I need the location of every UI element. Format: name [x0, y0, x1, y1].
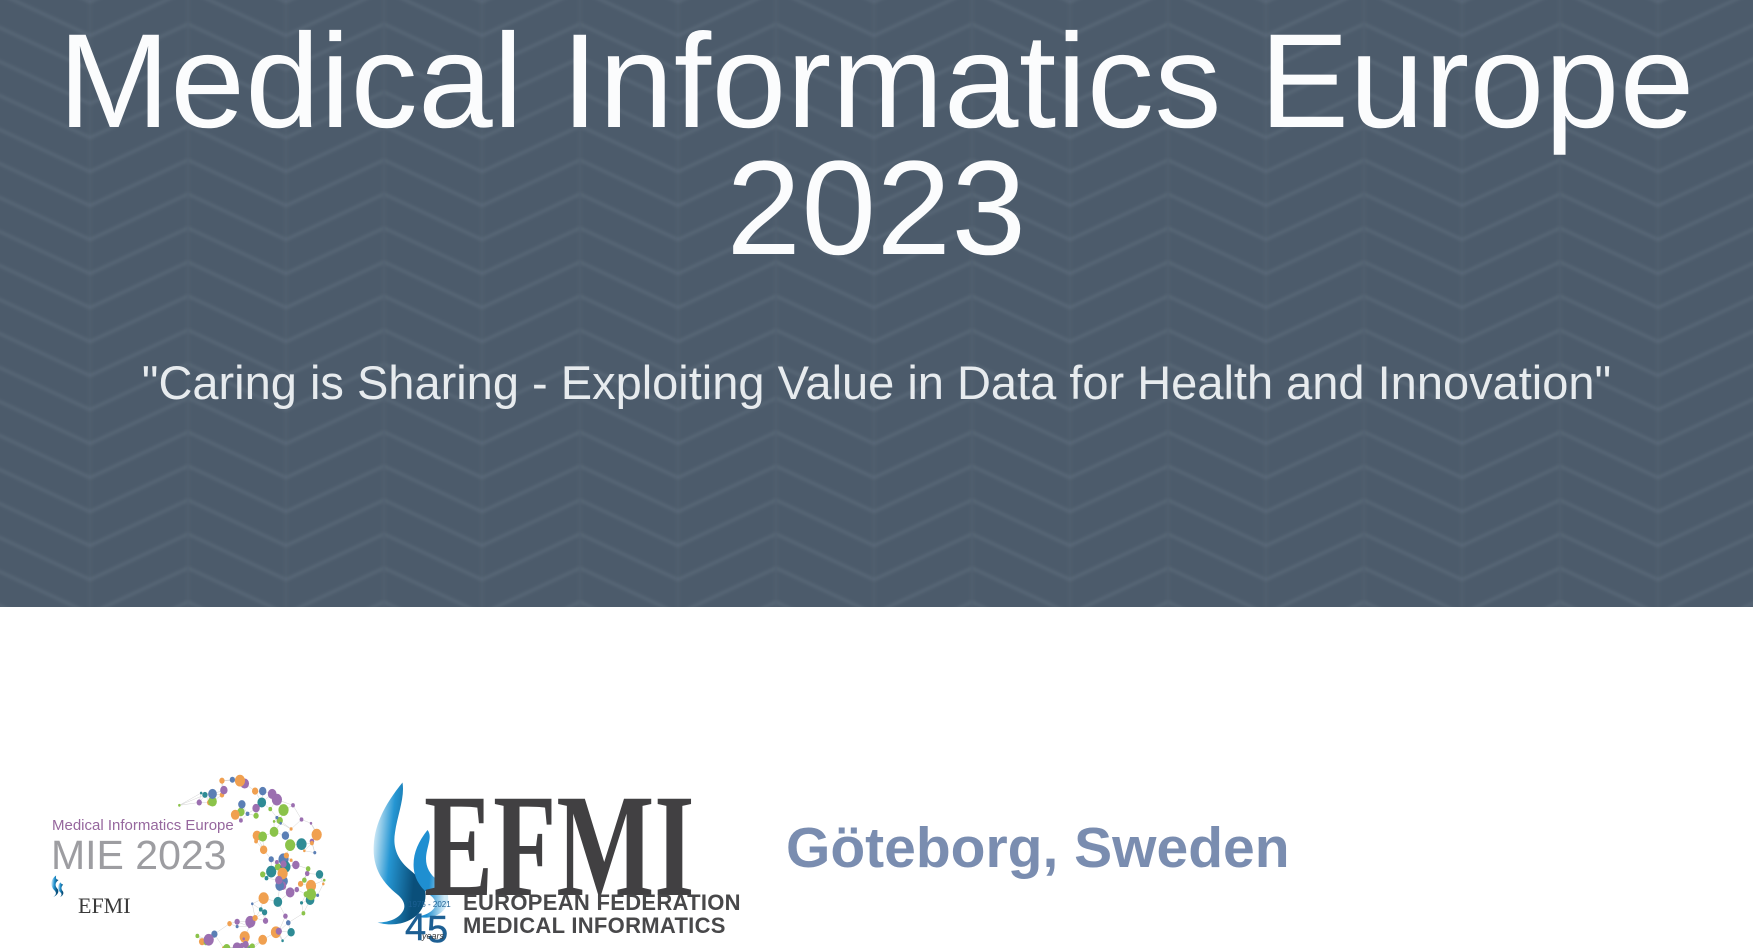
- svg-text:4: 4: [405, 907, 426, 948]
- svg-text:Göteborg, Sweden: Göteborg, Sweden: [786, 816, 1290, 880]
- svg-text:MEDICAL INFORMATICS: MEDICAL INFORMATICS: [463, 913, 726, 938]
- svg-text:EFMI: EFMI: [78, 893, 131, 918]
- svg-text:5: 5: [427, 909, 448, 948]
- svg-text:EUROPEAN FEDERATION: EUROPEAN FEDERATION: [463, 890, 741, 915]
- svg-text:1975 - 2021: 1975 - 2021: [408, 900, 451, 909]
- svg-text:MIE 2023: MIE 2023: [51, 832, 227, 878]
- svg-text:years: years: [421, 931, 445, 941]
